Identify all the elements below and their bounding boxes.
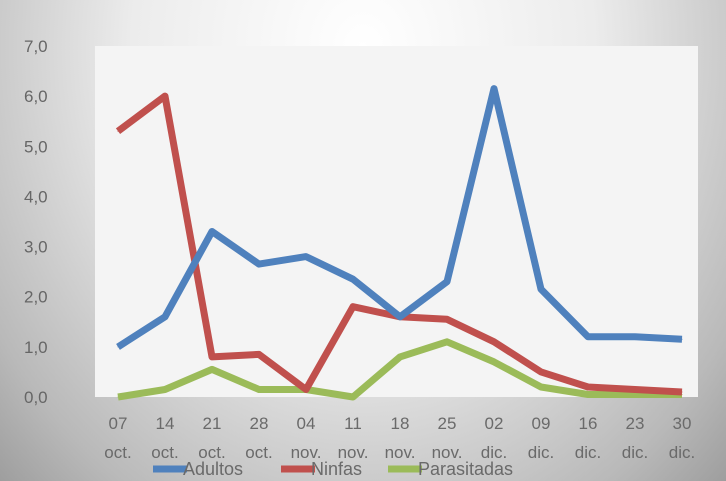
data-point-adultos — [493, 88, 495, 90]
x-tick-label-day: 11 — [344, 414, 362, 433]
data-point-adultos — [681, 338, 683, 340]
x-tick-label-month: nov. — [385, 443, 416, 462]
x-axis: 07 oct. 14 oct. 21 oct. 28 oct. 04 nov. 11 nov. 18 no… — [104, 414, 695, 462]
data-point-parasitadas — [399, 356, 401, 358]
data-point-ninfas — [117, 130, 119, 132]
x-tick-label-month: dic. — [669, 443, 695, 462]
x-tick-label-month: nov. — [432, 443, 463, 462]
data-point-adultos — [117, 346, 119, 348]
y-tick-label: 5,0 — [24, 137, 48, 156]
data-point-parasitadas — [587, 394, 589, 395]
y-tick-label: 6,0 — [24, 87, 48, 106]
x-tick-label-day: 04 — [297, 414, 316, 433]
data-point-ninfas — [634, 389, 636, 390]
data-point-parasitadas — [634, 394, 636, 395]
data-point-ninfas — [681, 391, 683, 393]
data-point-ninfas — [305, 389, 307, 390]
data-point-parasitadas — [493, 361, 495, 363]
data-point-ninfas — [211, 356, 213, 358]
data-point-ninfas — [446, 318, 448, 320]
data-point-adultos — [540, 288, 542, 290]
data-point-adultos — [211, 231, 213, 232]
y-tick-label: 2,0 — [24, 288, 48, 307]
x-tick-label-day: 28 — [250, 414, 269, 433]
data-point-ninfas — [540, 371, 542, 373]
data-point-adultos — [352, 278, 354, 280]
data-point-adultos — [258, 263, 260, 265]
data-point-parasitadas — [117, 396, 119, 398]
data-point-parasitadas — [164, 389, 166, 390]
x-tick-label-day: 21 — [203, 414, 222, 433]
data-point-ninfas — [493, 341, 495, 343]
data-point-adultos — [305, 256, 307, 258]
x-tick-label-day: 09 — [532, 414, 551, 433]
x-tick-label-month: oct. — [245, 443, 272, 462]
legend-label-parasitadas: Parasitadas — [418, 459, 513, 479]
y-tick-label: 4,0 — [24, 187, 48, 206]
data-point-parasitadas — [352, 396, 354, 398]
data-point-adultos — [446, 281, 448, 283]
x-tick-label-day: 16 — [579, 414, 598, 433]
data-point-parasitadas — [258, 389, 260, 390]
x-tick-label-day: 14 — [156, 414, 175, 433]
x-tick-label-month: dic. — [575, 443, 601, 462]
x-tick-label-month: oct. — [151, 443, 178, 462]
legend-label-ninfas: Ninfas — [311, 459, 362, 479]
data-point-parasitadas — [211, 368, 213, 370]
x-tick-label-month: oct. — [198, 443, 225, 462]
data-point-ninfas — [258, 353, 260, 355]
series-lines — [115, 85, 683, 401]
data-point-adultos — [399, 316, 401, 318]
x-tick-label-day: 25 — [438, 414, 457, 433]
x-tick-label-month: dic. — [481, 443, 507, 462]
data-point-adultos — [164, 316, 166, 318]
x-tick-label-month: nov. — [338, 443, 369, 462]
y-axis: 0,0 1,0 2,0 3,0 4,0 5,0 6,0 7,0 — [24, 37, 48, 407]
x-tick-label-day: 02 — [485, 414, 504, 433]
x-tick-label-day: 18 — [391, 414, 410, 433]
legend-label-adultos: Adultos — [183, 459, 243, 479]
y-tick-label: 7,0 — [24, 37, 48, 56]
x-tick-label-month: dic. — [528, 443, 554, 462]
x-tick-label-month: dic. — [622, 443, 648, 462]
data-point-adultos — [634, 336, 636, 338]
data-point-ninfas — [164, 95, 166, 97]
x-tick-label-day: 07 — [109, 414, 128, 433]
x-tick-label-month: oct. — [104, 443, 131, 462]
data-point-parasitadas — [540, 386, 542, 388]
data-point-parasitadas — [446, 341, 448, 343]
y-tick-label: 3,0 — [24, 238, 48, 257]
x-tick-label-month: nov. — [291, 443, 322, 462]
x-tick-label-day: 23 — [626, 414, 645, 433]
data-point-ninfas — [352, 306, 354, 308]
legend: Adultos Ninfas Parasitadas — [153, 459, 513, 479]
y-tick-label: 1,0 — [24, 338, 48, 357]
data-point-adultos — [587, 336, 589, 338]
data-point-ninfas — [587, 386, 589, 388]
y-tick-label: 0,0 — [24, 388, 48, 407]
x-tick-label-day: 30 — [673, 414, 692, 433]
